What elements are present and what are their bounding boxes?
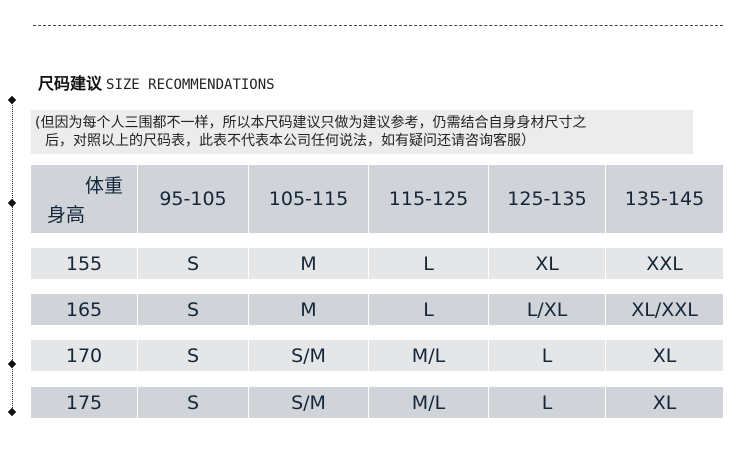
size-cell: M <box>249 294 368 325</box>
table-row: 170 S S/M M/L L XL <box>31 340 724 371</box>
weight-label: 体重 <box>84 175 123 197</box>
size-cell: S <box>138 294 248 325</box>
note-line-2: 后，对照以上的尺码表，此表不代表本公司任何说法，如有疑问还请咨询客服） <box>45 133 535 149</box>
size-cell: XL <box>489 248 605 279</box>
section-title: 尺码建议 SIZE RECOMMENDATIONS <box>38 70 275 94</box>
size-cell: M <box>249 248 368 279</box>
size-cell: M/L <box>369 340 488 371</box>
size-cell: L <box>489 387 605 418</box>
weight-column-header: 125-135 <box>489 165 605 233</box>
table-header-row: 体重 身高 95-105 105-115 115-125 125-135 135-145 <box>31 165 724 233</box>
title-en: SIZE RECOMMENDATIONS <box>106 77 275 93</box>
size-cell: L <box>369 248 488 279</box>
table-row: 175 S S/M M/L L XL <box>31 387 724 418</box>
height-cell: 155 <box>31 248 137 279</box>
table-row: 165 S M L L/XL XL/XXL <box>31 294 724 325</box>
size-cell: S/M <box>249 387 368 418</box>
weight-column-header: 95-105 <box>138 165 248 233</box>
weight-column-header: 115-125 <box>369 165 488 233</box>
top-divider <box>33 25 723 26</box>
disclaimer-note: (但因为每个人三围都不一样，所以本尺码建议只做为建议参考，仍需结合自身身材尺寸之… <box>31 110 693 154</box>
diamond-icon <box>7 198 17 208</box>
size-cell: XL <box>606 340 723 371</box>
height-label: 身高 <box>47 204 86 226</box>
size-cell: S <box>138 340 248 371</box>
height-cell: 175 <box>31 387 137 418</box>
size-cell: M/L <box>369 387 488 418</box>
size-cell: L <box>369 294 488 325</box>
size-cell: L <box>489 340 605 371</box>
height-cell: 165 <box>31 294 137 325</box>
size-cell: S <box>138 248 248 279</box>
size-cell: S <box>138 387 248 418</box>
corner-header-cell: 体重身高 <box>31 165 137 233</box>
size-cell: XL <box>606 387 723 418</box>
size-cell: XL/XXL <box>606 294 723 325</box>
note-line-1: (但因为每个人三围都不一样，所以本尺码建议只做为建议参考，仍需结合自身身材尺寸之 <box>35 115 587 131</box>
height-cell: 170 <box>31 340 137 371</box>
title-cn: 尺码建议 <box>38 74 103 93</box>
side-dotted-line <box>12 100 13 412</box>
diamond-icon <box>7 95 17 105</box>
size-cell: S/M <box>249 340 368 371</box>
size-cell: L/XL <box>489 294 605 325</box>
size-cell: XXL <box>606 248 723 279</box>
weight-column-header: 105-115 <box>249 165 368 233</box>
table-row: 155 S M L XL XXL <box>31 248 724 279</box>
diamond-icon <box>7 407 17 417</box>
diamond-icon <box>7 359 17 369</box>
weight-column-header: 135-145 <box>606 165 723 233</box>
